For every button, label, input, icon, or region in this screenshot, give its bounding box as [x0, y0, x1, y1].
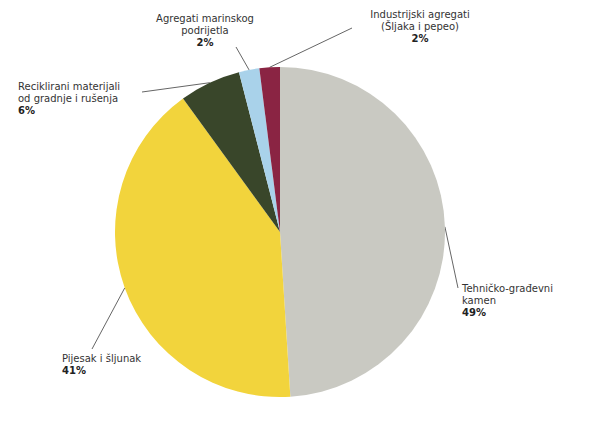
svg-text:kamen: kamen — [462, 295, 496, 306]
svg-text:Reciklirani materijali: Reciklirani materijali — [18, 81, 120, 92]
svg-text:Industrijski agregati: Industrijski agregati — [370, 9, 469, 20]
svg-text:Tehničko-građevni: Tehničko-građevni — [461, 283, 553, 294]
svg-text:od gradnje i rušenja: od gradnje i rušenja — [18, 93, 118, 104]
svg-text:Pijesak i šljunak: Pijesak i šljunak — [62, 353, 141, 364]
svg-text:2%: 2% — [412, 33, 429, 44]
svg-text:49%: 49% — [462, 307, 486, 318]
svg-text:6%: 6% — [18, 105, 35, 116]
svg-text:(Šljaka i pepeo): (Šljaka i pepeo) — [381, 20, 459, 32]
svg-text:41%: 41% — [62, 365, 86, 376]
svg-text:podrijetla: podrijetla — [181, 25, 228, 36]
svg-text:Agregati marinskog: Agregati marinskog — [156, 13, 254, 24]
svg-text:2%: 2% — [197, 37, 214, 48]
